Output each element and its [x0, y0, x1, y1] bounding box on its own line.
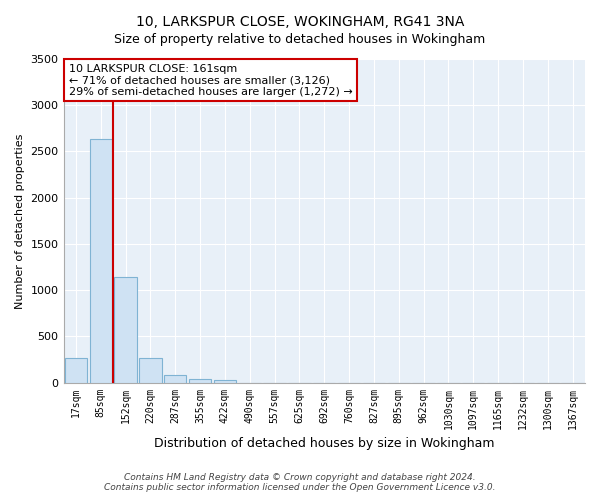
- Bar: [139, 358, 161, 382]
- Bar: [89, 140, 112, 382]
- Text: 10, LARKSPUR CLOSE, WOKINGHAM, RG41 3NA: 10, LARKSPUR CLOSE, WOKINGHAM, RG41 3NA: [136, 15, 464, 29]
- Bar: [189, 378, 211, 382]
- Bar: [164, 376, 187, 382]
- Text: Size of property relative to detached houses in Wokingham: Size of property relative to detached ho…: [115, 32, 485, 46]
- Text: Contains HM Land Registry data © Crown copyright and database right 2024.
Contai: Contains HM Land Registry data © Crown c…: [104, 473, 496, 492]
- Bar: [65, 358, 87, 382]
- X-axis label: Distribution of detached houses by size in Wokingham: Distribution of detached houses by size …: [154, 437, 494, 450]
- Bar: [115, 278, 137, 382]
- Y-axis label: Number of detached properties: Number of detached properties: [15, 133, 25, 308]
- Bar: [214, 380, 236, 382]
- Text: 10 LARKSPUR CLOSE: 161sqm
← 71% of detached houses are smaller (3,126)
29% of se: 10 LARKSPUR CLOSE: 161sqm ← 71% of detac…: [69, 64, 353, 97]
